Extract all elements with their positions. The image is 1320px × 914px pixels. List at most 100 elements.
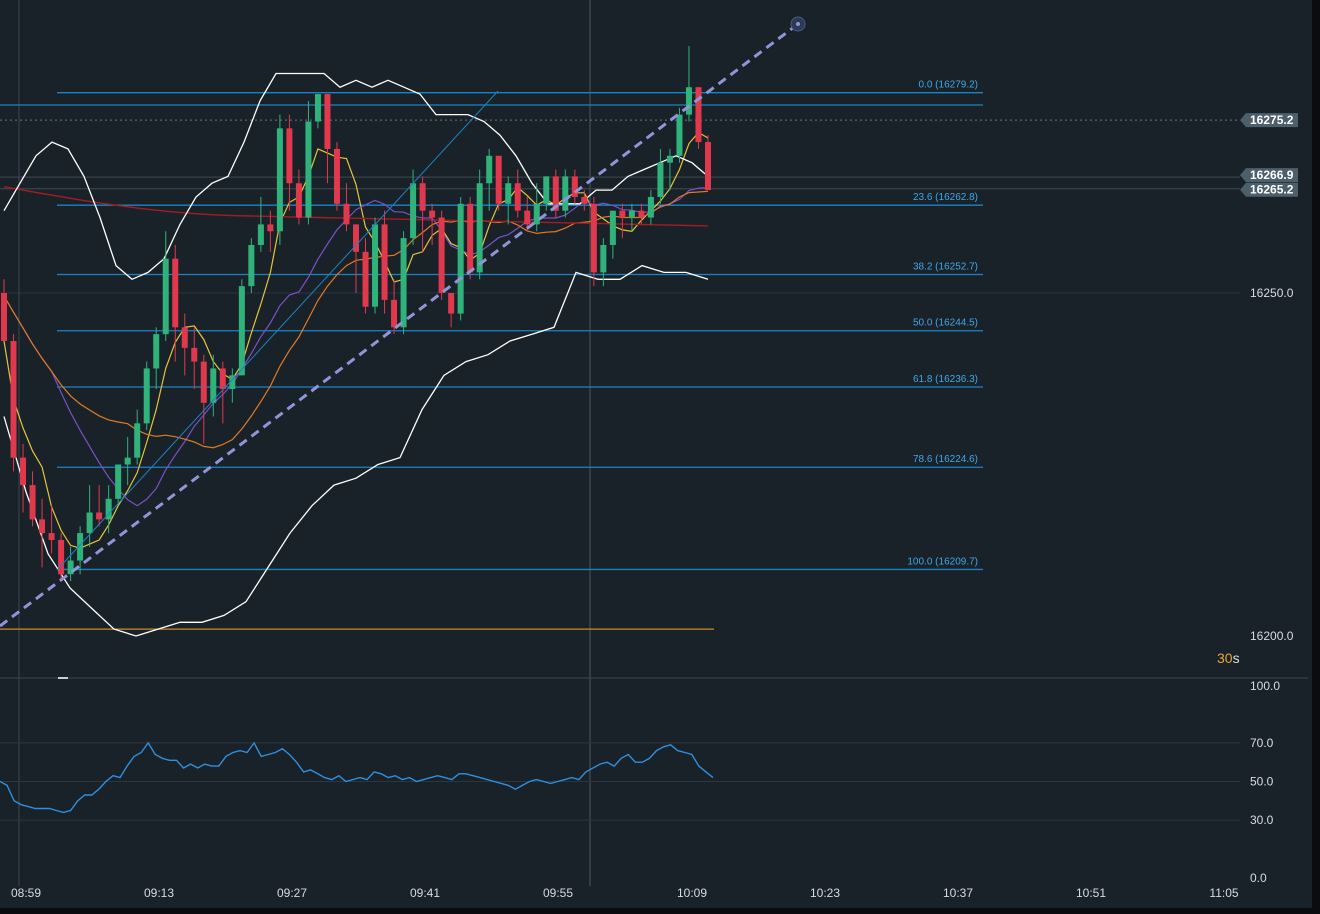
fib-diagonal — [56, 90, 499, 571]
candle-down — [381, 224, 388, 300]
bollinger-bands — [3, 72, 709, 637]
candle-down — [172, 258, 179, 328]
candle-up — [400, 238, 407, 328]
candle-down — [552, 176, 559, 211]
rsi-tick-label: 50.0 — [1250, 775, 1274, 789]
fib-level-label: 50.0 (16244.5) — [913, 318, 978, 329]
candle-down — [200, 361, 207, 403]
candle-down — [324, 94, 331, 149]
candle-down — [181, 327, 188, 348]
candle-down — [10, 341, 17, 458]
candle-down — [295, 183, 302, 218]
candle-down — [343, 203, 350, 225]
time-tick-label: 10:23 — [810, 886, 840, 900]
candle-up — [486, 155, 493, 184]
timer-unit: s — [1232, 650, 1240, 666]
candle-up — [314, 94, 321, 122]
time-tick-label: 09:27 — [277, 886, 307, 900]
fib-level-label: 38.2 (16252.7) — [913, 261, 978, 272]
candle-down — [495, 155, 502, 204]
candle-down — [48, 533, 55, 540]
trendline-anchor-dot — [796, 22, 800, 26]
candle-up — [134, 423, 141, 458]
candle-up — [685, 87, 692, 115]
candle-up — [676, 114, 683, 156]
candle-up — [372, 224, 379, 307]
candle-down — [524, 210, 531, 225]
price-tag: 16275.2 — [1240, 113, 1298, 128]
fibonacci-retracement[interactable]: 0.0 (16279.2) 23.6 (16262.8) 38.2 (16252.7… — [0, 80, 1240, 630]
ma-fast-line — [3, 131, 709, 549]
candle-up — [543, 176, 550, 204]
candle-down — [219, 368, 226, 390]
candle-down — [58, 539, 65, 575]
candle-down — [333, 148, 340, 204]
price-tick-label: 16250.0 — [1250, 286, 1294, 300]
rsi-tick-label: 70.0 — [1250, 736, 1274, 750]
candle-up — [305, 121, 312, 218]
candle-down — [362, 251, 369, 307]
candle-down — [391, 299, 398, 328]
time-axis: 08:59 09:13 09:27 09:41 09:55 10:09 10:23 10:37… — [11, 886, 1239, 900]
candle-down — [438, 217, 445, 293]
candle-up — [457, 203, 464, 314]
candle-up — [666, 155, 673, 163]
candle-up — [276, 128, 283, 232]
fib-level-label: 61.8 (16236.3) — [913, 374, 978, 385]
candle-down — [267, 224, 274, 232]
candle-down — [191, 347, 198, 362]
candle-up — [562, 176, 569, 211]
time-tick-label: 11:05 — [1209, 886, 1238, 900]
time-tick-label: 10:09 — [677, 886, 707, 900]
candle-up — [153, 334, 160, 369]
fib-level-label: 100.0 (16209.7) — [907, 556, 978, 567]
candle-up — [67, 560, 74, 575]
time-tick-label: 09:41 — [410, 886, 440, 900]
time-tick-label: 10:51 — [1076, 886, 1106, 900]
candle-down — [619, 210, 626, 218]
time-tick-label: 10:37 — [943, 886, 973, 900]
candle-down — [353, 224, 359, 252]
candle-up — [77, 533, 84, 561]
price-tag-label: 16266.9 — [1250, 168, 1294, 182]
time-tick-label: 08:59 — [11, 886, 41, 900]
rsi-tick-label: 0.0 — [1250, 871, 1267, 885]
candle-down — [429, 210, 436, 218]
candle-up — [476, 183, 483, 273]
price-tag-label: 16265.2 — [1250, 183, 1294, 197]
rsi-tick-label: 100.0 — [1250, 679, 1280, 693]
window-bottom-edge — [0, 908, 1320, 914]
time-tick-label: 09:13 — [144, 886, 174, 900]
trendline-drawing[interactable] — [0, 16, 806, 628]
candle-up — [609, 210, 616, 245]
candle-up — [600, 244, 607, 273]
candle-down — [419, 183, 426, 211]
timer-value: 30 — [1217, 650, 1233, 666]
ma-long-line — [3, 186, 709, 227]
candlestick-series[interactable] — [1, 46, 711, 582]
candle-up — [238, 286, 245, 376]
price-tag-background — [1240, 182, 1298, 197]
candle-down — [638, 210, 645, 218]
candle-up — [210, 368, 217, 403]
candle-down — [590, 203, 597, 273]
candle-up — [115, 464, 122, 499]
candle-up — [143, 368, 150, 424]
candle-up — [505, 183, 512, 204]
candle-down — [96, 512, 103, 520]
price-tick-label: 16200.0 — [1250, 629, 1294, 643]
candle-countdown-timer: 30s — [1217, 650, 1240, 666]
fib-level-label: 0.0 (16279.2) — [919, 80, 979, 91]
price-tag-background — [1240, 113, 1298, 128]
candle-up — [162, 258, 169, 335]
bollinger-upper-band — [3, 72, 709, 281]
candle-up — [229, 375, 236, 390]
candle-down — [467, 203, 474, 273]
candle-up — [657, 162, 664, 197]
candle-down — [571, 176, 578, 197]
rsi-tick-label: 30.0 — [1250, 813, 1274, 827]
fib-level-label: 78.6 (16224.6) — [913, 454, 978, 465]
rsi-line — [0, 741, 714, 814]
